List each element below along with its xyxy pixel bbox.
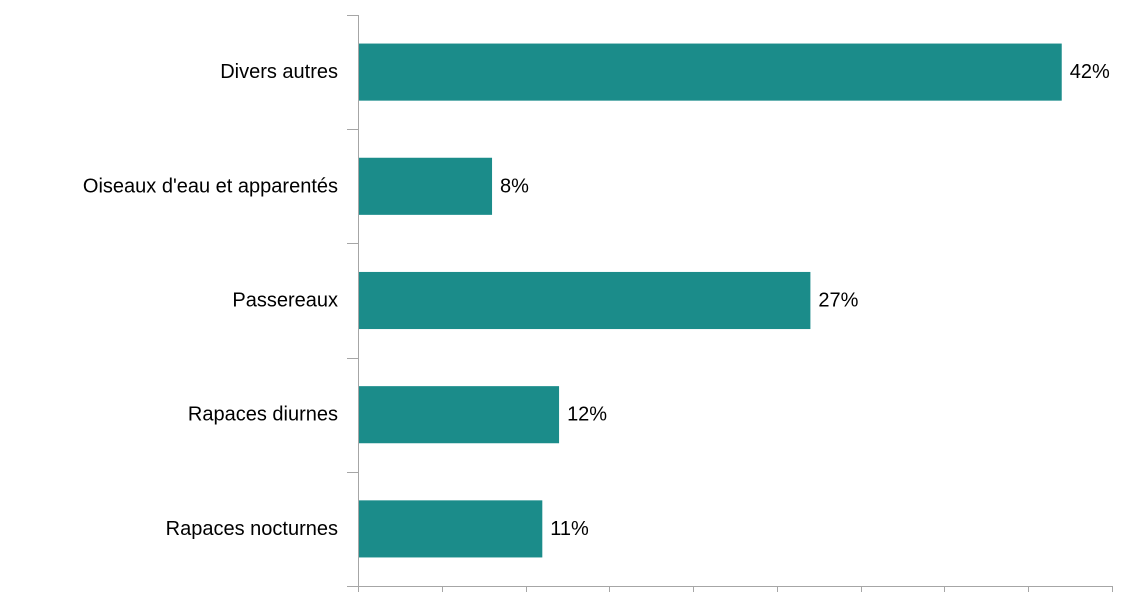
bar (359, 157, 493, 215)
bar (359, 271, 811, 330)
bar (359, 500, 543, 558)
data-label: 12% (567, 404, 607, 426)
category-label: Passereaux (232, 290, 338, 312)
bar (359, 386, 560, 444)
bar-layer (359, 43, 1062, 558)
category-label: Oiseaux d'eau et apparentés (83, 175, 338, 197)
category-label: Rapaces nocturnes (166, 518, 338, 540)
category-label: Divers autres (220, 61, 338, 83)
data-label: 8% (500, 175, 529, 197)
label-layer: Divers autres 42% Oiseaux d'eau et apparen… (83, 61, 1110, 540)
category-label: Rapaces diurnes (188, 404, 338, 426)
bar (359, 43, 1062, 101)
data-label: 42% (1070, 61, 1110, 83)
data-label: 27% (818, 290, 858, 312)
data-label: 11% (550, 518, 589, 540)
axis-layer (347, 15, 1113, 592)
